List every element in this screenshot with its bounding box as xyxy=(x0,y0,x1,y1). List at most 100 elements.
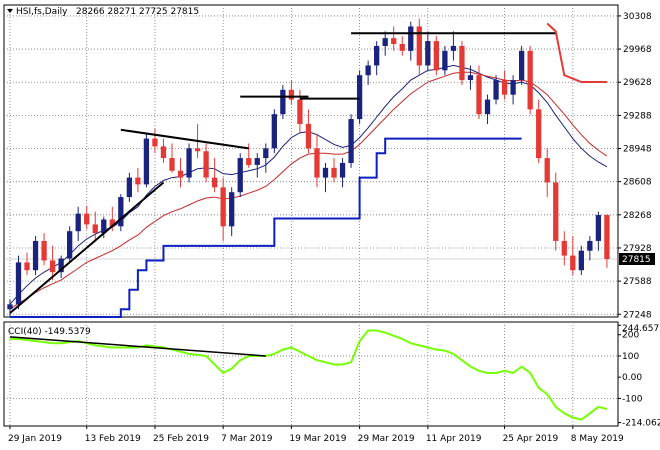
date-tick-label: 29 Mar 2019 xyxy=(358,434,415,444)
trendline xyxy=(9,181,165,314)
date-tick-label: 13 Feb 2019 xyxy=(85,434,141,444)
cci-panel-frame xyxy=(3,321,619,427)
cci-tick-label: 100 xyxy=(622,352,639,362)
candle-body xyxy=(476,75,482,115)
cci-axis: 244.6572200 100 0.00 -100 -214.0621 xyxy=(618,324,660,429)
candle-body xyxy=(536,109,542,159)
symbol-title: HSI,fs,Daily xyxy=(16,7,68,17)
price-tick-label: 29288 xyxy=(623,111,652,121)
candle-body xyxy=(32,240,39,271)
current-price-label: 27815 xyxy=(622,255,651,265)
candle-body xyxy=(177,170,184,178)
candle-body xyxy=(553,182,559,241)
candle-body xyxy=(288,89,295,100)
candle-body xyxy=(67,231,73,259)
candle-body xyxy=(280,89,286,115)
ohlc-values: 28266 28271 27725 27815 xyxy=(76,7,199,17)
candle-body xyxy=(544,158,550,183)
cci-tick-label: -214.0621 xyxy=(622,419,660,429)
trendline xyxy=(120,128,249,150)
price-tick-label: 28948 xyxy=(623,145,652,155)
price-tick-label: 29628 xyxy=(623,78,652,88)
candle-body xyxy=(109,219,115,227)
candle-body xyxy=(510,80,516,95)
cci-grid xyxy=(4,322,618,426)
current-price-box xyxy=(619,252,655,265)
date-axis: 29 Jan 2019 13 Feb 2019 25 Feb 2019 7 Mar 2… xyxy=(8,426,624,444)
resistance-line xyxy=(546,22,607,84)
price-tick-label: 28268 xyxy=(623,211,652,221)
candle-body xyxy=(450,45,457,51)
candle-body xyxy=(348,119,354,163)
candle-body xyxy=(92,224,98,234)
overlay-step-support xyxy=(9,137,522,318)
candle-body xyxy=(570,255,576,271)
cci-tick-label: -100 xyxy=(622,394,643,404)
dropdown-triangle-icon xyxy=(7,9,13,13)
date-tick-label: 25 Apr 2019 xyxy=(503,434,559,444)
candle-body xyxy=(561,240,567,256)
overlay-slow-MA xyxy=(9,71,608,310)
candle-body xyxy=(527,50,533,110)
candle-body xyxy=(442,50,448,71)
main-panel-frame xyxy=(3,4,619,318)
candle-body xyxy=(501,80,508,95)
trendlines xyxy=(9,22,607,314)
candle-body xyxy=(339,162,346,178)
candle-body xyxy=(271,114,277,149)
candle-body xyxy=(169,158,175,171)
candle-body xyxy=(467,75,474,81)
candle-body xyxy=(7,304,13,310)
price-tick-label: 30308 xyxy=(623,12,652,22)
candle-body xyxy=(58,258,64,273)
main-title: HSI,fs,Daily 28266 28271 27725 27815 xyxy=(7,7,199,17)
candle-body xyxy=(416,26,422,66)
candle-body xyxy=(604,215,610,259)
candle-body xyxy=(595,215,602,241)
cci-trendline xyxy=(9,336,266,357)
candle-body xyxy=(391,38,397,44)
candle-body xyxy=(186,148,192,178)
candle-body xyxy=(49,260,56,273)
candle-body xyxy=(365,65,371,76)
candle-body xyxy=(246,158,252,165)
candle-body xyxy=(314,148,320,178)
price-axis: 30308 29968 29628 29288 28948 28608 28268 27928… xyxy=(618,12,652,320)
candle-body xyxy=(425,41,431,66)
date-tick-label: 29 Jan 2019 xyxy=(8,434,62,444)
candle-body xyxy=(75,213,81,232)
candle-body xyxy=(459,45,465,81)
date-tick-label: 11 Apr 2019 xyxy=(426,434,482,444)
candle-body xyxy=(229,192,235,227)
candle-body xyxy=(305,123,312,149)
candle-body xyxy=(331,167,337,178)
candle-body xyxy=(194,148,201,152)
candle-body xyxy=(374,45,380,66)
cci-lines xyxy=(9,329,608,421)
price-tick-label: 27928 xyxy=(623,244,652,254)
candle-body xyxy=(135,177,141,185)
candle-body xyxy=(203,151,209,178)
candle-body xyxy=(493,80,499,100)
candle-body xyxy=(101,219,107,234)
candle-body xyxy=(237,158,243,193)
cci-tick-label: 0.00 xyxy=(622,373,642,383)
main-grid xyxy=(4,5,618,317)
price-tick-label: 27248 xyxy=(623,310,652,320)
cci-tick-label: 200 xyxy=(622,331,639,341)
candle-body xyxy=(24,262,30,271)
candles xyxy=(7,18,610,317)
candle-body xyxy=(578,250,584,271)
candle-body xyxy=(15,262,22,305)
candle-body xyxy=(84,213,90,225)
candle-body xyxy=(484,99,491,115)
candle-body xyxy=(118,197,124,227)
candle-body xyxy=(587,240,593,251)
candle-body xyxy=(211,177,218,188)
current-price-tag: 27815 xyxy=(619,252,655,265)
candle-body xyxy=(41,240,47,261)
candle-body xyxy=(408,26,414,51)
candle-body xyxy=(160,146,167,159)
candle-body xyxy=(433,41,440,71)
